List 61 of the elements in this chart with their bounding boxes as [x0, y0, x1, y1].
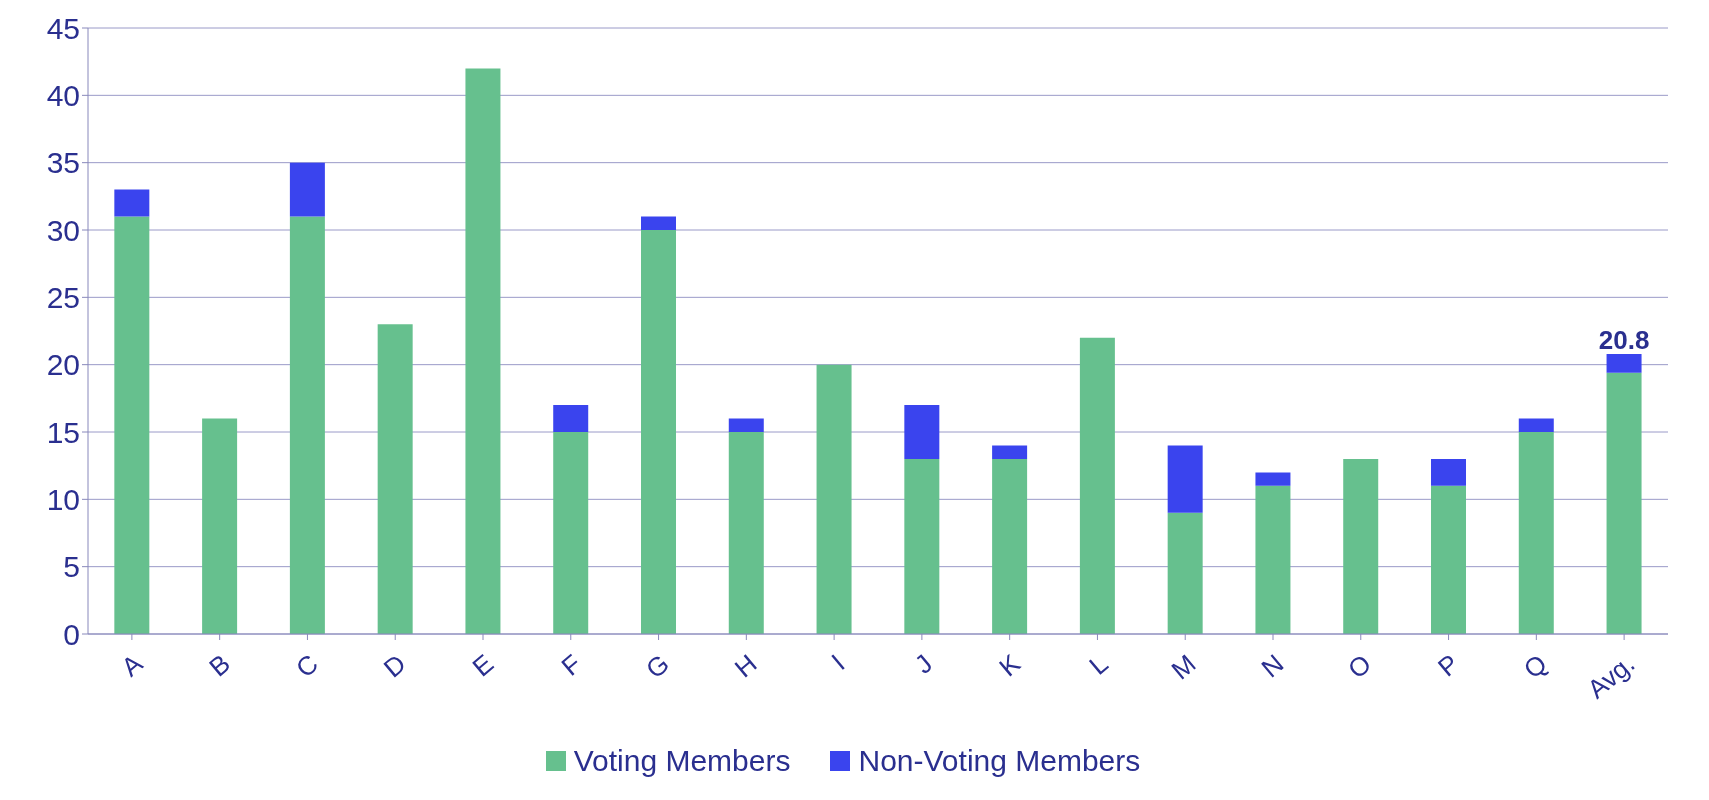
bar — [114, 189, 150, 217]
x-tick-label: Q — [1517, 648, 1553, 685]
bar — [1518, 418, 1554, 432]
x-tick-label: L — [1083, 648, 1114, 681]
bar — [1255, 472, 1291, 486]
bar — [992, 458, 1028, 634]
bar — [114, 216, 150, 634]
x-tick-label: K — [993, 647, 1027, 683]
bar — [289, 162, 325, 217]
x-tick-label: E — [466, 648, 500, 683]
bar — [728, 432, 764, 634]
legend-label: Non-Voting Members — [857, 744, 1141, 778]
total-label: 20.8 — [1598, 324, 1650, 355]
bar — [1518, 432, 1554, 634]
x-tick-label: F — [555, 648, 587, 682]
x-tick-label: C — [289, 648, 324, 684]
bar — [1431, 485, 1466, 634]
x-tick-label: M — [1165, 648, 1202, 686]
y-tick-label: 45 — [46, 11, 80, 45]
bar — [1167, 512, 1203, 634]
bar — [904, 458, 940, 634]
bar — [816, 364, 852, 634]
x-tick-label: P — [1432, 648, 1465, 683]
x-tick-label: Avg. — [1581, 648, 1641, 705]
bar — [1343, 458, 1379, 634]
y-tick-label: 30 — [46, 213, 80, 247]
bar — [728, 418, 764, 432]
x-tick-label: I — [825, 648, 851, 676]
x-tick-label: A — [115, 647, 149, 683]
bar — [289, 216, 325, 634]
x-tick-label: H — [728, 648, 763, 684]
x-tick-label: J — [908, 648, 939, 680]
y-tick-label: 20 — [46, 348, 80, 382]
y-tick-label: 35 — [46, 146, 80, 180]
y-tick-label: 10 — [46, 482, 80, 516]
x-tick-label: B — [203, 648, 236, 683]
bar — [1606, 353, 1642, 373]
bar — [465, 68, 501, 634]
y-tick-label: 15 — [46, 415, 80, 449]
bar — [1255, 485, 1291, 634]
bar — [992, 445, 1028, 459]
y-tick-label: 40 — [46, 78, 80, 112]
y-tick-label: 0 — [63, 617, 80, 651]
legend-label: Voting Members — [572, 744, 791, 778]
y-tick-label: 5 — [63, 550, 80, 584]
bar — [641, 230, 676, 634]
bar — [1167, 445, 1203, 513]
bar — [1606, 372, 1642, 634]
bar — [1431, 458, 1466, 486]
bar — [202, 418, 238, 634]
x-tick-label: N — [1255, 648, 1290, 684]
x-tick-label: D — [377, 648, 412, 684]
bar — [904, 405, 940, 459]
bar — [553, 405, 589, 432]
bar — [377, 324, 413, 634]
bar — [1079, 337, 1115, 634]
x-tick-label: O — [1342, 648, 1377, 685]
x-tick-label: G — [639, 648, 675, 685]
bar — [553, 432, 589, 634]
y-tick-label: 25 — [46, 280, 80, 314]
bar — [641, 216, 676, 230]
